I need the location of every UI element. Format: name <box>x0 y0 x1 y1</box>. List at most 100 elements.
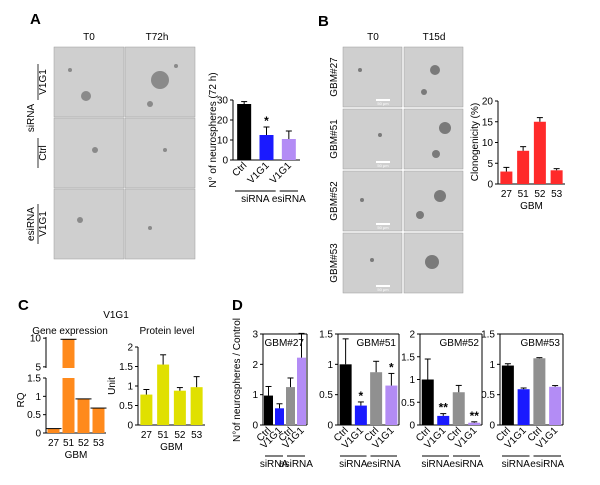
bar-d1-3 <box>297 357 306 425</box>
bar-d2-0 <box>339 364 352 425</box>
y-tick-label-b-1: 5 <box>487 159 493 170</box>
bar-c1-1-upper <box>62 339 75 368</box>
x-tick-label-a-1: V1G1 <box>246 160 272 186</box>
y-tick-label-c1-top-1: 10 <box>30 334 42 345</box>
y-tick-label-d3-1: 0.5 <box>401 398 415 409</box>
x-tick-label-c1-0: 27 <box>48 438 60 449</box>
bar-b-1 <box>517 150 530 184</box>
bar-c1-0 <box>47 428 60 433</box>
x-axis-label-c1: GBM <box>65 450 88 461</box>
y-tick-label-d2-0: 0 <box>327 421 333 432</box>
y-tick-label-d3-0: 0 <box>409 421 415 432</box>
col-header-t72h: T72h <box>146 32 169 43</box>
micrograph-a-4 <box>124 117 196 189</box>
bar-d4-3 <box>549 386 562 425</box>
col-header-b-t0: T0 <box>367 32 379 43</box>
x-tick-label-b-0: 27 <box>501 189 513 200</box>
y-tick-label-d1-0: 0 <box>252 421 258 432</box>
col-header-b-t15d: T15d <box>423 32 446 43</box>
y-tick-label-d2-1: 0.5 <box>319 390 333 401</box>
row-label-v1g1-a3: V1G1 <box>38 211 49 237</box>
panel-letter-b: B <box>318 13 329 30</box>
x-tick-label-c2-1: 51 <box>158 430 170 441</box>
bar-b-3 <box>550 170 563 184</box>
bar-d4-1 <box>517 389 530 425</box>
bar-b-0 <box>500 171 513 184</box>
x-tick-label-b-2: 52 <box>534 189 546 200</box>
bar-d3-3 <box>468 422 481 425</box>
bar-d1-0 <box>264 395 273 425</box>
x-axis-label-c2: GBM <box>160 442 183 453</box>
y-tick-label-c1-top-0: 5 <box>35 362 41 373</box>
micrograph-a-3 <box>53 117 125 189</box>
bar-c2-0 <box>140 394 153 425</box>
group-label-d2-0: siRNA <box>339 459 368 470</box>
y-tick-label-c2-4: 2 <box>127 343 133 354</box>
scalebar-label-4: 50 μm <box>377 287 389 292</box>
micrograph-b-2 <box>403 46 464 108</box>
x-axis-label-b: GBM <box>520 201 543 212</box>
row-label-esirna: esiRNA <box>26 207 37 241</box>
y-tick-label-b-0: 0 <box>487 180 493 191</box>
y-tick-label-d1-1: 1 <box>252 390 258 401</box>
row-label-gbm53: GBM#53 <box>329 243 340 283</box>
group-label-d4-1: esiRNA <box>530 459 564 470</box>
row-label-gbm51: GBM#51 <box>329 119 340 159</box>
significance-d3-3: ** <box>470 409 480 423</box>
x-tick-label-c2-3: 53 <box>191 430 203 441</box>
micrograph-b-6 <box>403 170 464 232</box>
bar-d3-1 <box>437 415 450 425</box>
y-axis-label-c2: Unit <box>107 377 118 395</box>
panel-letter-c: C <box>18 297 29 314</box>
bar-a-0 <box>237 104 252 160</box>
x-tick-label-c1-3: 53 <box>93 438 105 449</box>
significance-d2-3: * <box>389 360 394 374</box>
x-tick-label-c2-2: 52 <box>174 430 186 441</box>
bar-d2-2 <box>370 372 383 425</box>
y-tick-label-d4-3: 1.5 <box>481 330 495 341</box>
x-tick-label-c1-1: 51 <box>63 438 75 449</box>
micrograph-b-7 <box>342 232 403 294</box>
micrograph-b-5 <box>342 170 403 232</box>
y-tick-label-a-2: 20 <box>217 116 229 127</box>
bar-d4-2 <box>533 358 546 425</box>
chart-title-d1: GBM#27 <box>265 338 305 349</box>
y-tick-label-d2-2: 1 <box>327 360 333 371</box>
y-tick-label-a-0: 0 <box>222 156 228 167</box>
bar-d1-2 <box>286 387 295 425</box>
significance-a-1: * <box>264 114 269 128</box>
y-tick-label-c2-0: 0 <box>127 421 133 432</box>
y-axis-label-c1: RQ <box>16 392 27 407</box>
y-tick-label-c2-2: 1 <box>127 382 133 393</box>
y-tick-label-c1-bottom-2: 1 <box>35 392 41 403</box>
micrograph-a-6 <box>124 188 196 260</box>
y-tick-label-c1-bottom-0: 0 <box>35 429 41 440</box>
micrograph-b-4 <box>403 108 464 170</box>
chart-title-d2: GBM#51 <box>357 338 397 349</box>
significance-d3-1: ** <box>439 401 449 415</box>
cell-clusters-a <box>68 64 178 230</box>
bar-c2-1 <box>157 364 170 425</box>
y-tick-label-d4-1: 0.5 <box>481 390 495 401</box>
x-tick-label-a-0: Ctrl <box>231 160 250 179</box>
x-tick-label-c2-0: 27 <box>141 430 153 441</box>
y-tick-label-c1-bottom-1: 0.5 <box>27 410 41 421</box>
panel-b-images: T0 T15d 50 μm 50 μm 50 μm 50 μm GBM#27 G… <box>329 32 464 294</box>
row-label-gbm27: GBM#27 <box>329 57 340 97</box>
bar-d3-2 <box>452 392 465 425</box>
x-tick-label-b-3: 53 <box>551 189 563 200</box>
significance-d2-1: * <box>359 389 364 403</box>
row-label-ctrl-a: Ctrl <box>38 145 49 161</box>
bar-c2-3 <box>190 387 203 425</box>
bar-c2-2 <box>173 390 186 425</box>
x-tick-label-b-1: 51 <box>518 189 530 200</box>
y-tick-label-d4-2: 1 <box>489 360 495 371</box>
y-tick-label-d2-3: 1.5 <box>319 330 333 341</box>
y-tick-label-c2-1: 0.5 <box>119 401 133 412</box>
y-tick-label-d1-2: 2 <box>252 360 258 371</box>
chart-title-d4: GBM#53 <box>521 338 561 349</box>
y-tick-label-d4-0: 0 <box>489 421 495 432</box>
y-tick-label-c2-3: 1.5 <box>119 362 133 373</box>
y-axis-label-d: N°of neurospheres / Control <box>232 318 243 442</box>
